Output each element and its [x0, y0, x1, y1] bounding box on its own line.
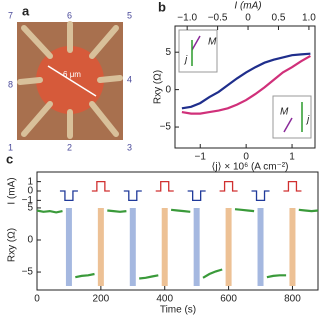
- scale-bar: [47, 65, 97, 97]
- switch-band: [161, 208, 168, 286]
- data-line: [181, 54, 311, 115]
- plot-frame: [36, 171, 319, 291]
- data-line: [36, 208, 319, 280]
- pulse: [219, 180, 238, 192]
- contacts-fingers: [17, 21, 123, 139]
- switch-band: [97, 208, 104, 286]
- y-tick-label: 0: [27, 186, 33, 197]
- pulse: [283, 180, 302, 192]
- pulse: [123, 190, 142, 202]
- y-tick-label: 5: [165, 47, 171, 58]
- y-tick-label: 0: [27, 235, 33, 246]
- switch-band: [225, 208, 232, 286]
- contact-label: 2: [67, 142, 72, 152]
- switch-band: [257, 208, 264, 286]
- x2-tick-label: 0: [245, 13, 251, 24]
- contact-label: 1: [8, 142, 13, 152]
- panel-label: b: [158, 0, 166, 14]
- switch-band: [65, 208, 72, 286]
- x-tick-label: 800: [284, 294, 301, 305]
- data-line: [181, 52, 311, 110]
- inset-arrow: [191, 35, 201, 51]
- pulse: [187, 190, 206, 202]
- y-axis-label: Rxy (Ω): [7, 228, 18, 262]
- inset: [178, 29, 218, 73]
- pulse: [155, 180, 174, 192]
- contact-label: 4: [127, 74, 132, 84]
- x-tick-label: −1: [195, 152, 207, 163]
- panel-label: a: [22, 3, 30, 18]
- x2-axis-label: I (mA): [234, 1, 261, 12]
- x2-tick-label: −0.5: [208, 13, 228, 24]
- x2-tick-label: 1.0: [302, 13, 316, 24]
- x-tick-label: 400: [156, 294, 173, 305]
- x-tick-label: 200: [93, 294, 110, 305]
- contact-label: 6: [67, 10, 72, 20]
- x-tick-label: 0: [34, 294, 40, 305]
- x-tick-label: 600: [220, 294, 237, 305]
- y-tick-label: 1: [27, 176, 33, 187]
- pulse: [91, 180, 110, 192]
- contact-label: 7: [8, 10, 13, 20]
- y-axis-label: I (mA): [7, 177, 18, 204]
- pulse: [59, 190, 78, 202]
- pulse: [251, 190, 270, 202]
- annotation: j: [305, 115, 310, 126]
- y-tick-label: −5: [160, 122, 172, 133]
- panel-label: c: [6, 151, 13, 166]
- annotation: M: [280, 107, 289, 118]
- scale-label: 6 μm: [63, 70, 81, 79]
- annotation: M: [208, 37, 217, 48]
- inset-arrow: [283, 117, 293, 133]
- y-tick-label: 5: [27, 203, 33, 214]
- y-tick-label: −5: [22, 267, 34, 278]
- x-axis-label: ⟨j⟩ × 10⁶ (A cm⁻²): [212, 162, 289, 173]
- y-tick-label: 0: [165, 84, 171, 95]
- x2-tick-label: 0.5: [272, 13, 286, 24]
- contact-label: 8: [8, 79, 13, 89]
- annotation: j: [183, 55, 188, 66]
- y-tick-label: −1: [22, 195, 34, 206]
- switch-band: [193, 208, 200, 286]
- panel-a: 6 μm a 1 2 3 4 5 6 7 8: [8, 3, 132, 152]
- x-tick-label: 1: [289, 152, 295, 163]
- plot-frame: [174, 25, 316, 149]
- contact-label: 5: [127, 10, 132, 20]
- x2-tick-label: −1.0: [177, 13, 197, 24]
- switch-band: [129, 208, 136, 286]
- x-axis-label: Time (s): [160, 305, 196, 316]
- x-tick-label: 0: [243, 152, 249, 163]
- inset: [272, 95, 312, 139]
- contact-label: 3: [127, 142, 132, 152]
- switch-band: [289, 208, 296, 286]
- y-axis-label: Rxy (Ω): [153, 70, 164, 104]
